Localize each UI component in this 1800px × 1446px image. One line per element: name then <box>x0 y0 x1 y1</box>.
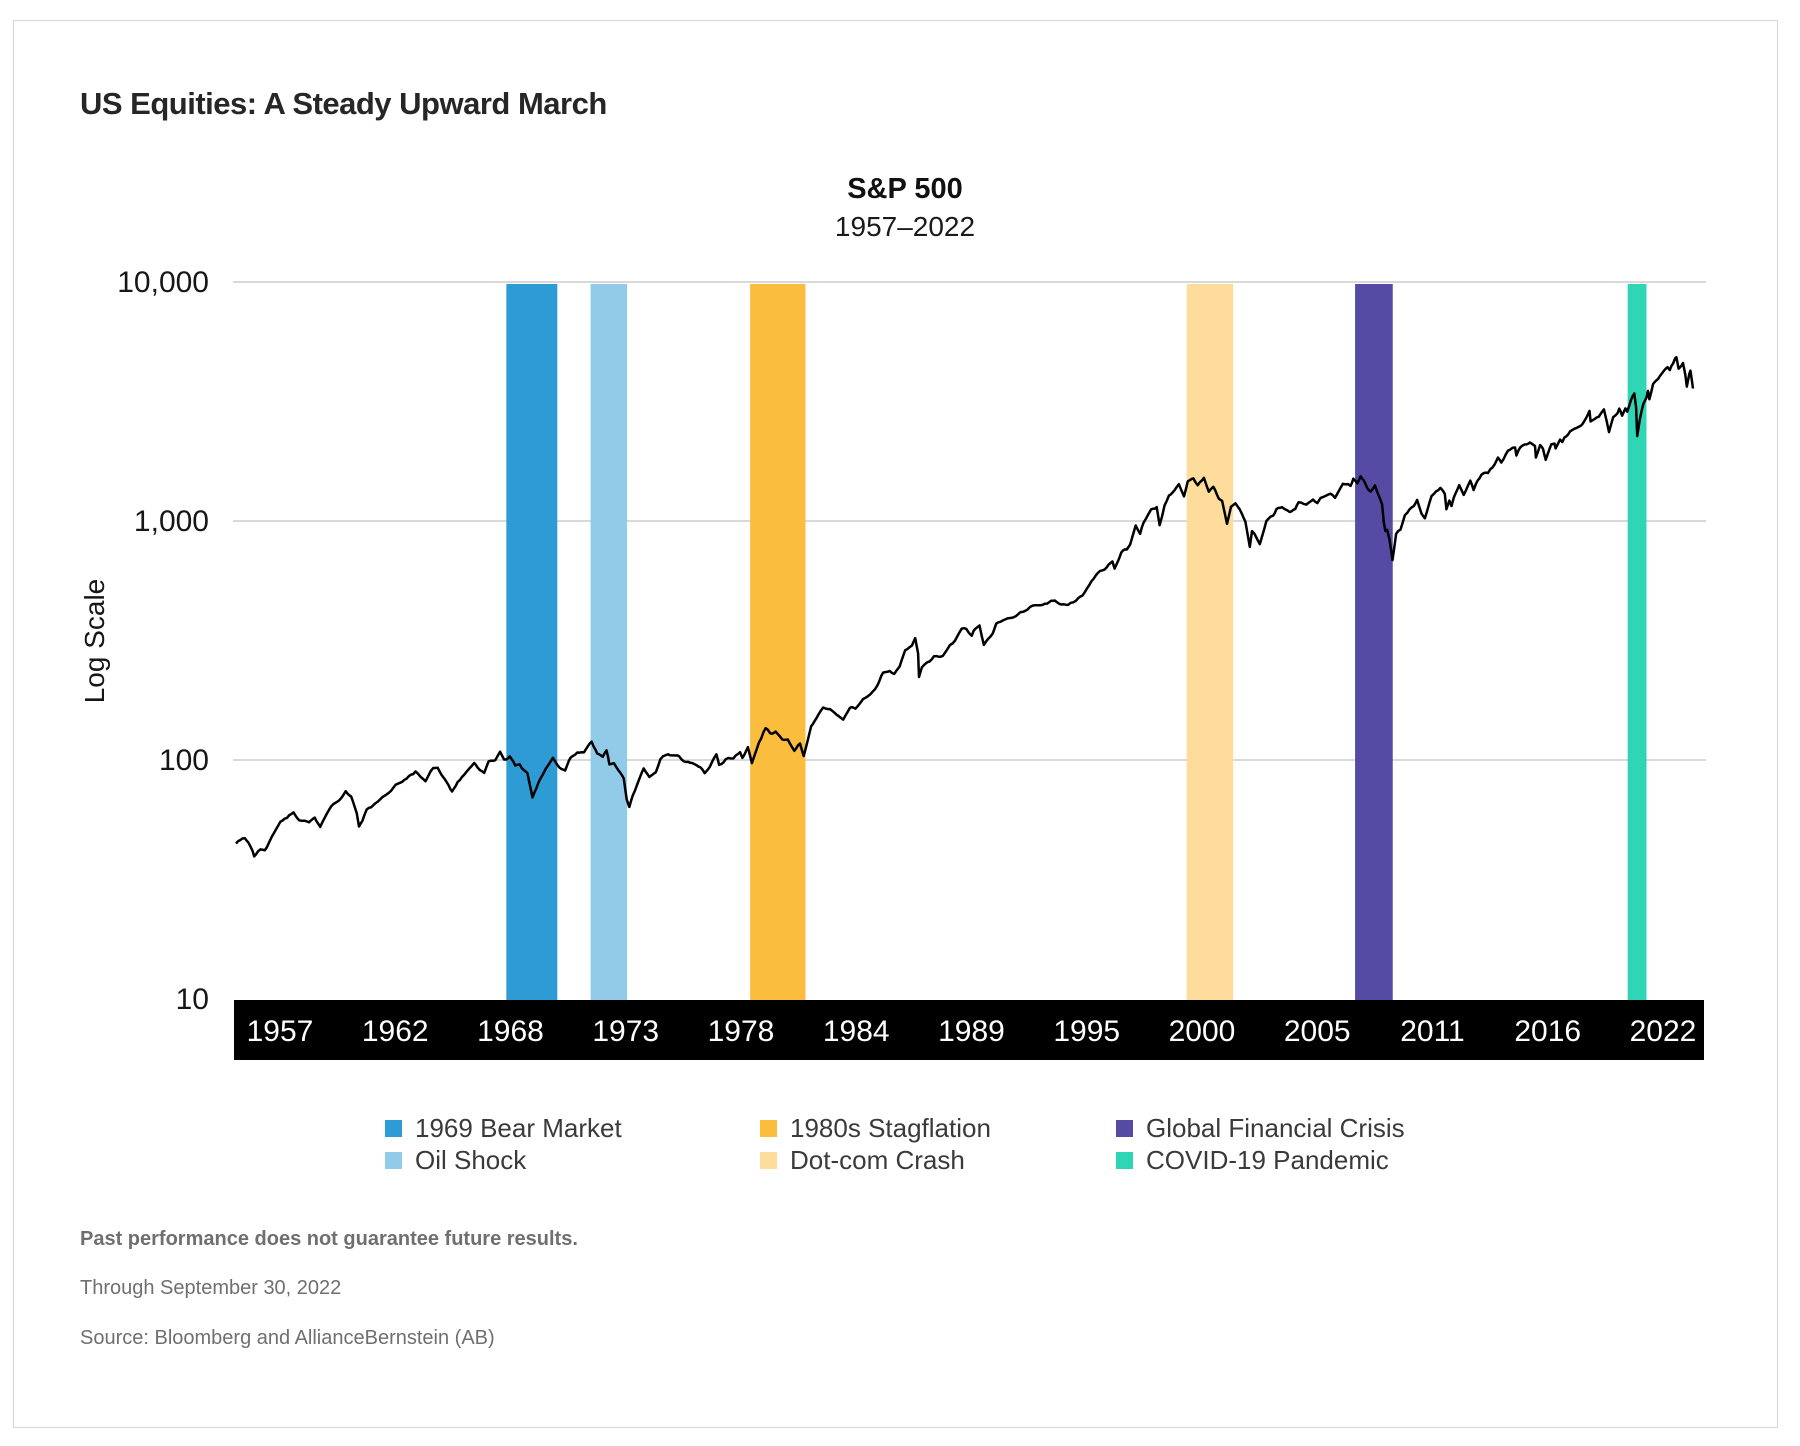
chart-header: S&P 500 1957–2022 <box>10 172 1800 248</box>
x-tick-label: 1957 <box>247 1015 314 1048</box>
event-band-covid-19-pandemic <box>1627 284 1647 1000</box>
legend-item-dotcom: Dot-com Crash <box>760 1145 1116 1176</box>
chart-title: S&P 500 <box>847 173 963 205</box>
bear-market-swatch-icon <box>385 1119 402 1137</box>
y-axis-title: Log Scale <box>79 579 110 704</box>
legend-label: Dot-com Crash <box>790 1144 965 1175</box>
legend-item-oil-shock: Oil Shock <box>385 1145 760 1176</box>
dotcom-swatch-icon <box>760 1151 777 1169</box>
x-tick-label: 1995 <box>1053 1015 1120 1048</box>
x-tick-label: 1989 <box>938 1015 1005 1048</box>
x-tick-label: 2022 <box>1630 1015 1697 1048</box>
gfc-swatch-icon <box>1116 1119 1133 1137</box>
disclaimer-text: Past performance does not guarantee futu… <box>80 1228 578 1250</box>
legend-item-covid: COVID-19 Pandemic <box>1116 1145 1405 1176</box>
legend-item-stagflation: 1980s Stagflation <box>760 1113 1116 1144</box>
legend-label: Oil Shock <box>415 1144 527 1175</box>
x-tick-label: 2011 <box>1400 1015 1465 1048</box>
y-tick-label: 1,000 <box>134 505 209 538</box>
y-tick-label: 10 <box>176 983 209 1016</box>
legend-label: 1980s Stagflation <box>790 1112 991 1143</box>
y-tick-label: 100 <box>159 744 209 777</box>
x-tick-label: 1973 <box>592 1015 659 1048</box>
x-tick-label: 2016 <box>1514 1015 1581 1048</box>
event-band-oil-shock <box>590 284 628 1000</box>
event-band-global-financial-crisis <box>1355 284 1393 1000</box>
legend-label: 1969 Bear Market <box>415 1112 622 1143</box>
chart-subtitle: 1957–2022 <box>834 211 976 242</box>
legend-label: COVID-19 Pandemic <box>1146 1144 1389 1175</box>
x-tick-label: 1984 <box>823 1015 890 1048</box>
footnotes: Past performance does not guarantee futu… <box>80 1228 578 1350</box>
event-band-dot-com-crash <box>1186 284 1234 1000</box>
x-tick-label: 2000 <box>1169 1015 1236 1048</box>
y-tick-label: 10,000 <box>117 266 209 299</box>
sp500-price-line <box>235 355 1695 858</box>
x-tick-label: 1968 <box>477 1015 544 1048</box>
source-text: Source: Bloomberg and AllianceBernstein … <box>80 1327 495 1349</box>
x-tick-label: 1978 <box>708 1015 775 1048</box>
x-axis-bar <box>234 1000 1704 1060</box>
stagflation-swatch-icon <box>760 1119 777 1137</box>
x-tick-label: 1962 <box>362 1015 429 1048</box>
covid-swatch-icon <box>1116 1151 1133 1169</box>
x-tick-label: 2005 <box>1284 1015 1351 1048</box>
as-of-date-text: Through September 30, 2022 <box>80 1277 342 1299</box>
event-band-1969-bear-market <box>506 284 558 1000</box>
page-title: US Equities: A Steady Upward March <box>80 86 607 121</box>
oil-shock-swatch-icon <box>385 1151 402 1169</box>
legend: 1969 Bear Market 1980s Stagflation Globa… <box>385 1112 1405 1176</box>
legend-item-gfc: Global Financial Crisis <box>1116 1113 1405 1144</box>
page-border <box>13 20 1778 1428</box>
event-band-1980s-stagflation <box>750 284 806 1000</box>
legend-item-bear-market: 1969 Bear Market <box>385 1113 760 1144</box>
legend-label: Global Financial Crisis <box>1146 1112 1405 1143</box>
